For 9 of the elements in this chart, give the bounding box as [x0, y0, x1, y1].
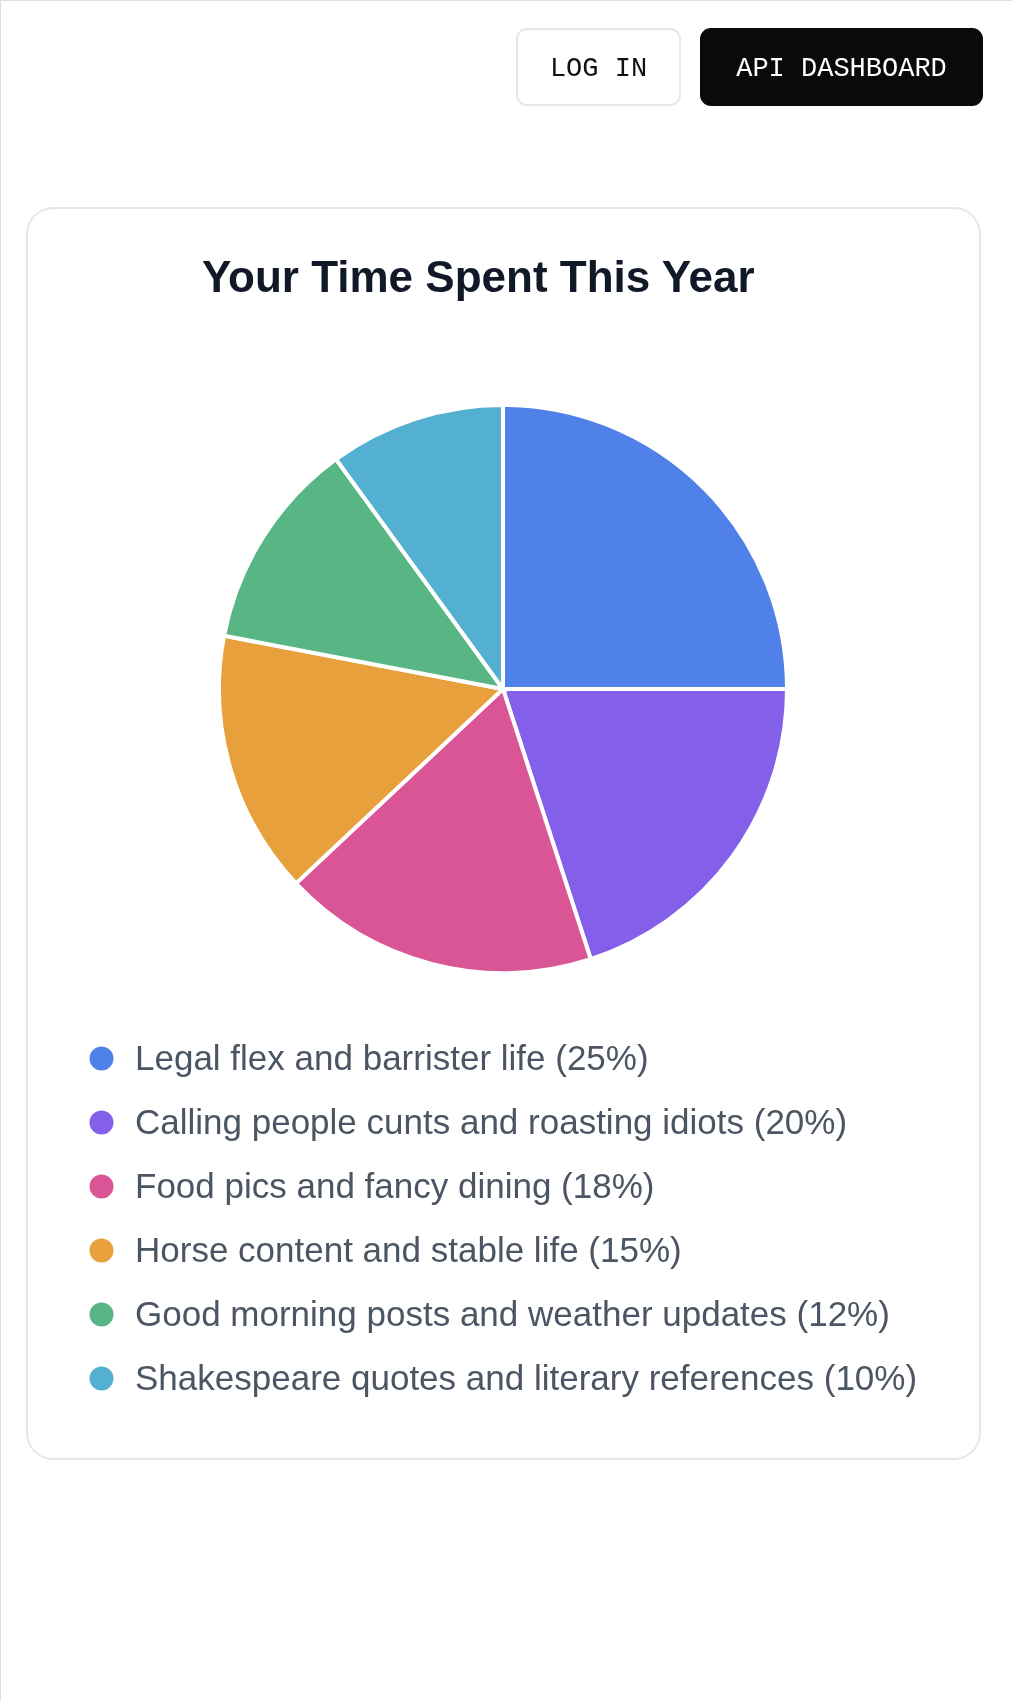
legend-label: Horse content and stable life (15%) — [135, 1229, 682, 1269]
text: API DASHBOARD — [736, 54, 947, 84]
legend-label: Shakespeare quotes and literary references (10%) — [135, 1357, 918, 1397]
legend-label: Good morning posts and weather updates (12%) — [135, 1293, 890, 1333]
chart-title: Your Time Spent This Year — [202, 252, 755, 301]
legend-label: Food pics and fancy dining (18%) — [135, 1165, 655, 1205]
legend-label: Calling people cunts and roasting idiots (20%) — [135, 1101, 848, 1141]
legend-label: Legal flex and barrister life (25%) — [135, 1037, 649, 1077]
text: LOG IN — [549, 54, 648, 84]
